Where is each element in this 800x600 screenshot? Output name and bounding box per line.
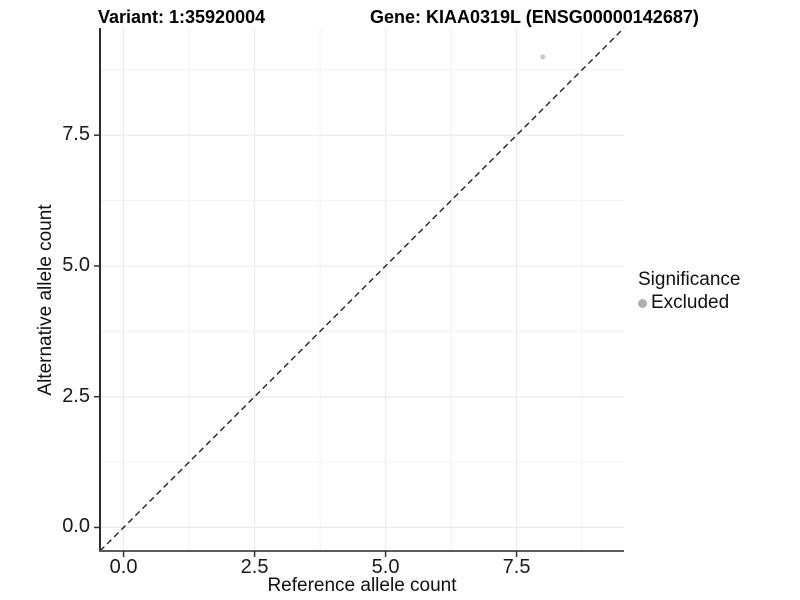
legend-title: Significance	[638, 269, 741, 290]
x-tick-label: 2.5	[240, 556, 269, 578]
legend-entry-label: Excluded	[651, 292, 730, 313]
legend-entry-excluded: Excluded	[638, 292, 740, 314]
y-tick-label: 7.5	[62, 123, 90, 146]
y-tick-label: 5.0	[62, 253, 90, 276]
x-tick-label: 5.0	[371, 556, 400, 578]
y-tick-label: 2.5	[62, 384, 90, 407]
variant-title: Variant: 1:35920004	[98, 7, 266, 27]
legend: Significance Excluded	[638, 269, 740, 314]
data-point	[540, 54, 546, 60]
x-tick-label: 7.5	[502, 556, 531, 578]
gene-title: Gene: KIAA0319L (ENSG00000142687)	[370, 7, 699, 27]
x-tick-label: 0.0	[109, 556, 138, 578]
excluded-point-swatch-icon	[638, 298, 647, 308]
identity-line	[99, 27, 625, 552]
y-tick-label: 0.0	[62, 515, 90, 538]
y-axis-title: Alternative allele count	[35, 204, 56, 396]
x-axis-title: Reference allele count	[267, 575, 457, 596]
